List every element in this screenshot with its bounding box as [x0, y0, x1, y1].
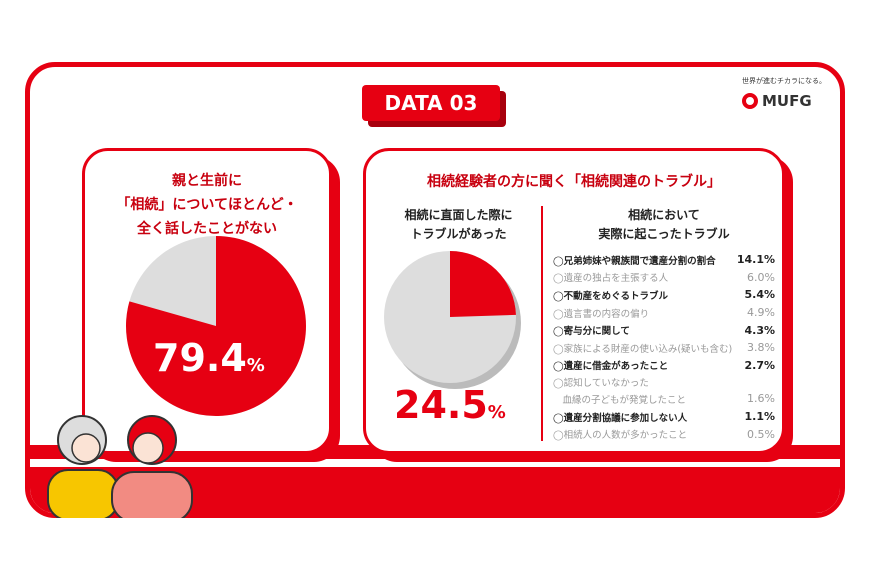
mufg-ring-icon	[742, 93, 758, 109]
list-item: ◯寄与分に関して 4.3%	[553, 321, 775, 339]
pie-slice-value	[126, 236, 306, 416]
item-label: ◯兄弟姉妹や親族間で遺産分割の割合	[553, 255, 716, 267]
item-value: 6.0%	[747, 270, 775, 284]
item-value: 4.3%	[744, 323, 775, 337]
item-value: 1.6%	[747, 392, 775, 406]
item-label: ◯遺産の独占を主張する人	[553, 273, 669, 285]
right-percent: 24.5%	[394, 383, 506, 427]
line: トラブルがあった	[410, 227, 507, 241]
item-label: 血縁の子どもが発覚したこと	[553, 394, 687, 406]
item-label: ◯遺産に借金があったこと	[553, 361, 669, 373]
item-label: ◯認知していなかった	[553, 378, 649, 390]
title-line: 「相続」についてほとんど・	[116, 197, 298, 213]
list-item: ◯遺産の独占を主張する人 6.0%	[553, 269, 775, 287]
list-item: ◯兄弟姉妹や親族間で遺産分割の割合 14.1%	[553, 251, 775, 269]
item-label: ◯遺言書の内容の偏り	[553, 308, 650, 320]
left-pie-chart	[126, 236, 306, 416]
divider	[541, 206, 543, 441]
right-pie-chart	[384, 251, 521, 389]
people-illustration	[47, 415, 193, 518]
item-label: ◯不動産をめぐるトラブル	[553, 290, 668, 302]
unit: %	[246, 355, 265, 376]
item-value: 0.5%	[747, 427, 775, 441]
unit: %	[487, 402, 506, 423]
right-card: 相続経験者の方に聞く「相続関連のトラブル」 相続に直面した際に トラブルがあった …	[363, 148, 785, 454]
value: 24.5	[394, 383, 488, 427]
value: 79.4	[153, 336, 247, 380]
list-item: ◯認知していなかった	[553, 374, 775, 390]
logo-name: MUFG	[762, 92, 812, 110]
list-item: ◯相続人の人数が多かったこと 0.5%	[553, 425, 775, 443]
item-label: ◯相続人の人数が多かったこと	[553, 430, 688, 442]
item-value: 3.8%	[747, 341, 775, 355]
title-line: 全く話したことがない	[137, 221, 277, 237]
pie-label: 相続に直面した際に トラブルがあった	[376, 206, 541, 244]
item-value: 4.9%	[747, 306, 775, 320]
line: 相続に直面した際に	[404, 208, 513, 222]
title-line: 親と生前に	[172, 173, 242, 189]
item-value: 5.4%	[744, 288, 775, 302]
item-label: ◯寄与分に関して	[553, 326, 630, 338]
item-value: 14.1%	[736, 253, 775, 267]
left-percent: 79.4%	[153, 336, 265, 380]
pie-slice-value	[450, 251, 516, 317]
list-item: ◯不動産をめぐるトラブル 5.4%	[553, 286, 775, 304]
item-value: 1.1%	[744, 410, 775, 424]
left-card: 親と生前に 「相続」についてほとんど・ 全く話したことがない 79.4%	[82, 148, 332, 454]
list-item: ◯家族による財産の使い込み(疑いも含む) 3.8%	[553, 339, 775, 357]
item-label: ◯家族による財産の使い込み(疑いも含む)	[553, 343, 733, 355]
trouble-list: ◯兄弟姉妹や親族間で遺産分割の割合 14.1% ◯遺産の独占を主張する人 6.0% ◯不…	[553, 251, 775, 443]
line: 相続において	[628, 208, 700, 222]
line: 実際に起こったトラブル	[598, 227, 730, 241]
logo-tagline: 世界が進むチカラになる。	[742, 77, 826, 85]
list-title: 相続において実際に起こったトラブル	[546, 206, 782, 244]
list-item: ◯遺産に借金があったこと 2.7%	[553, 357, 775, 375]
list-item: ◯遺言書の内容の偏り 4.9%	[553, 304, 775, 322]
list-item: 血縁の子どもが発覚したこと 1.6%	[553, 390, 776, 408]
mufg-logo: 世界が進むチカラになる。 MUFG	[742, 76, 826, 110]
right-title: 相続経験者の方に聞く「相続関連のトラブル」	[427, 174, 721, 190]
data-badge: DATA 03	[362, 85, 500, 121]
list-item: ◯遺産分割協議に参加しない人 1.1%	[553, 408, 775, 426]
left-title: 親と生前に 「相続」についてほとんど・ 全く話したことがない	[85, 169, 329, 241]
item-value: 2.7%	[744, 358, 775, 372]
item-label: ◯遺産分割協議に参加しない人	[553, 412, 688, 424]
